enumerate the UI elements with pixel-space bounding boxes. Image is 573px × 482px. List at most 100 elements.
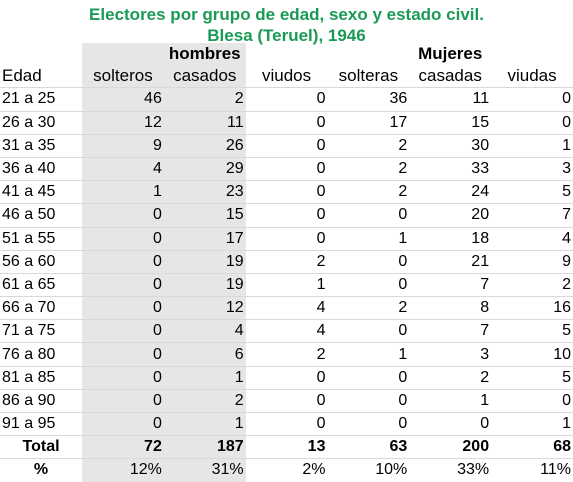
chart-title: Electores por grupo de edad, sexo y esta…	[0, 4, 573, 46]
table-cell: 4	[82, 156, 164, 181]
table-cell: 2	[327, 180, 410, 204]
table-cell: 0	[245, 133, 328, 158]
table-cell: 0	[327, 388, 410, 413]
table-cell: 6	[163, 342, 246, 367]
table-row: 66 a 70 0 12 4 2 8 16	[0, 296, 573, 320]
column-header: solteros	[82, 65, 164, 88]
table-cell: 0	[245, 365, 328, 390]
table-cell: 0	[491, 110, 573, 135]
table-row: 86 a 90 0 2 0 0 1 0	[0, 388, 573, 413]
table-cell: 1	[82, 180, 164, 204]
table-cell: 9	[82, 133, 164, 158]
table-cell: 2	[245, 342, 328, 367]
table-cell: 26	[163, 133, 246, 158]
total-label: Total	[0, 435, 83, 459]
age-group-label: 91 a 95	[0, 411, 83, 436]
table-cell: 1	[245, 272, 328, 297]
table-cell: 0	[409, 411, 492, 436]
column-header: casados	[163, 65, 246, 88]
table-cell: 0	[327, 319, 410, 343]
table-cell: 0	[82, 296, 164, 320]
table-cell: 17	[163, 226, 246, 251]
table-cell: 30	[409, 133, 492, 158]
table-cell: 63	[327, 435, 410, 459]
table-cell: 0	[245, 110, 328, 135]
table-cell: 21	[409, 249, 492, 274]
table-cell: 8	[409, 296, 492, 320]
table-cell: 5	[491, 365, 573, 390]
age-group-label: 46 a 50	[0, 203, 83, 227]
table-cell: 0	[82, 342, 164, 367]
table-cell: 46	[82, 87, 164, 112]
table-cell: 0	[82, 411, 164, 436]
title-line-2: Blesa (Teruel), 1946	[207, 26, 366, 45]
table-row: 76 a 80 0 6 2 1 3 10	[0, 342, 573, 367]
table-cell: 5	[491, 180, 573, 204]
table-cell: 2%	[245, 458, 328, 482]
table-cell: 0	[245, 388, 328, 413]
table-cell: 12	[163, 296, 246, 320]
table-cell: 31%	[163, 458, 246, 482]
age-group-label: 26 a 30	[0, 110, 83, 135]
table-row: 46 a 50 0 15 0 0 20 7	[0, 203, 573, 227]
table-cell: 0	[82, 319, 164, 343]
table-cell: 1	[163, 411, 246, 436]
table-cell: 7	[409, 272, 492, 297]
table-cell: 7	[491, 203, 573, 227]
table-cell: 12	[82, 110, 164, 135]
age-group-label: 71 a 75	[0, 319, 83, 343]
table-cell: 1	[327, 342, 410, 367]
table-cell: 0	[82, 226, 164, 251]
table-cell: 72	[82, 435, 164, 459]
electores-table: hombres Mujeres Edad solteros casados vi…	[0, 43, 573, 482]
table-cell: 0	[327, 203, 410, 227]
table-body: 21 a 25 46 2 0 36 11 0 26 a 30 12 11 0 17 15 0 31 a 35…	[0, 87, 573, 436]
age-group-label: 61 a 65	[0, 272, 83, 297]
table-cell: 33%	[409, 458, 492, 482]
table-row: 56 a 60 0 19 2 0 21 9	[0, 249, 573, 274]
age-group-label: 41 a 45	[0, 180, 83, 204]
table-cell: 12%	[82, 458, 164, 482]
table-cell: 0	[245, 203, 328, 227]
table-cell: 10%	[327, 458, 410, 482]
table-cell: 11%	[491, 458, 573, 482]
table-cell: 1	[409, 388, 492, 413]
percent-row: % 12% 31% 2% 10% 33% 11%	[0, 458, 573, 482]
table-cell: 0	[245, 180, 328, 204]
table-cell: 13	[245, 435, 328, 459]
table-cell: 9	[491, 249, 573, 274]
table-cell: 0	[245, 226, 328, 251]
table-cell: 2	[245, 249, 328, 274]
table-cell: 4	[491, 226, 573, 251]
table-cell: 2	[327, 133, 410, 158]
column-header: solteras	[338, 66, 399, 86]
table-cell: 11	[163, 110, 246, 135]
table-cell: 4	[245, 319, 328, 343]
group-header-mujeres: Mujeres	[418, 44, 483, 64]
table-cell: 2	[163, 388, 246, 413]
column-header-row: Edad solteros casados viudos solteras ca…	[0, 65, 573, 88]
table-cell: 29	[163, 156, 246, 181]
table-cell: 4	[245, 296, 328, 320]
age-group-label: 66 a 70	[0, 296, 83, 320]
age-group-label: 21 a 25	[0, 87, 83, 112]
table-cell: 7	[409, 319, 492, 343]
table-cell: 24	[409, 180, 492, 204]
age-group-label: 76 a 80	[0, 342, 83, 367]
table-cell: 187	[163, 435, 246, 459]
table-cell: 2	[409, 365, 492, 390]
table-cell: 0	[245, 411, 328, 436]
table-cell: 2	[327, 156, 410, 181]
age-group-label: 86 a 90	[0, 388, 83, 413]
table-row: 31 a 35 9 26 0 2 30 1	[0, 133, 573, 158]
table-cell: 23	[163, 180, 246, 204]
table-row: 26 a 30 12 11 0 17 15 0	[0, 110, 573, 135]
table-cell: 19	[163, 272, 246, 297]
table-cell: 0	[82, 388, 164, 413]
row-header-edad: Edad	[2, 66, 42, 86]
table-cell: 2	[327, 296, 410, 320]
table-row: 61 a 65 0 19 1 0 7 2	[0, 272, 573, 297]
table-cell: 0	[327, 249, 410, 274]
group-header-hombres: hombres	[163, 43, 246, 66]
table-cell: 36	[327, 87, 410, 112]
